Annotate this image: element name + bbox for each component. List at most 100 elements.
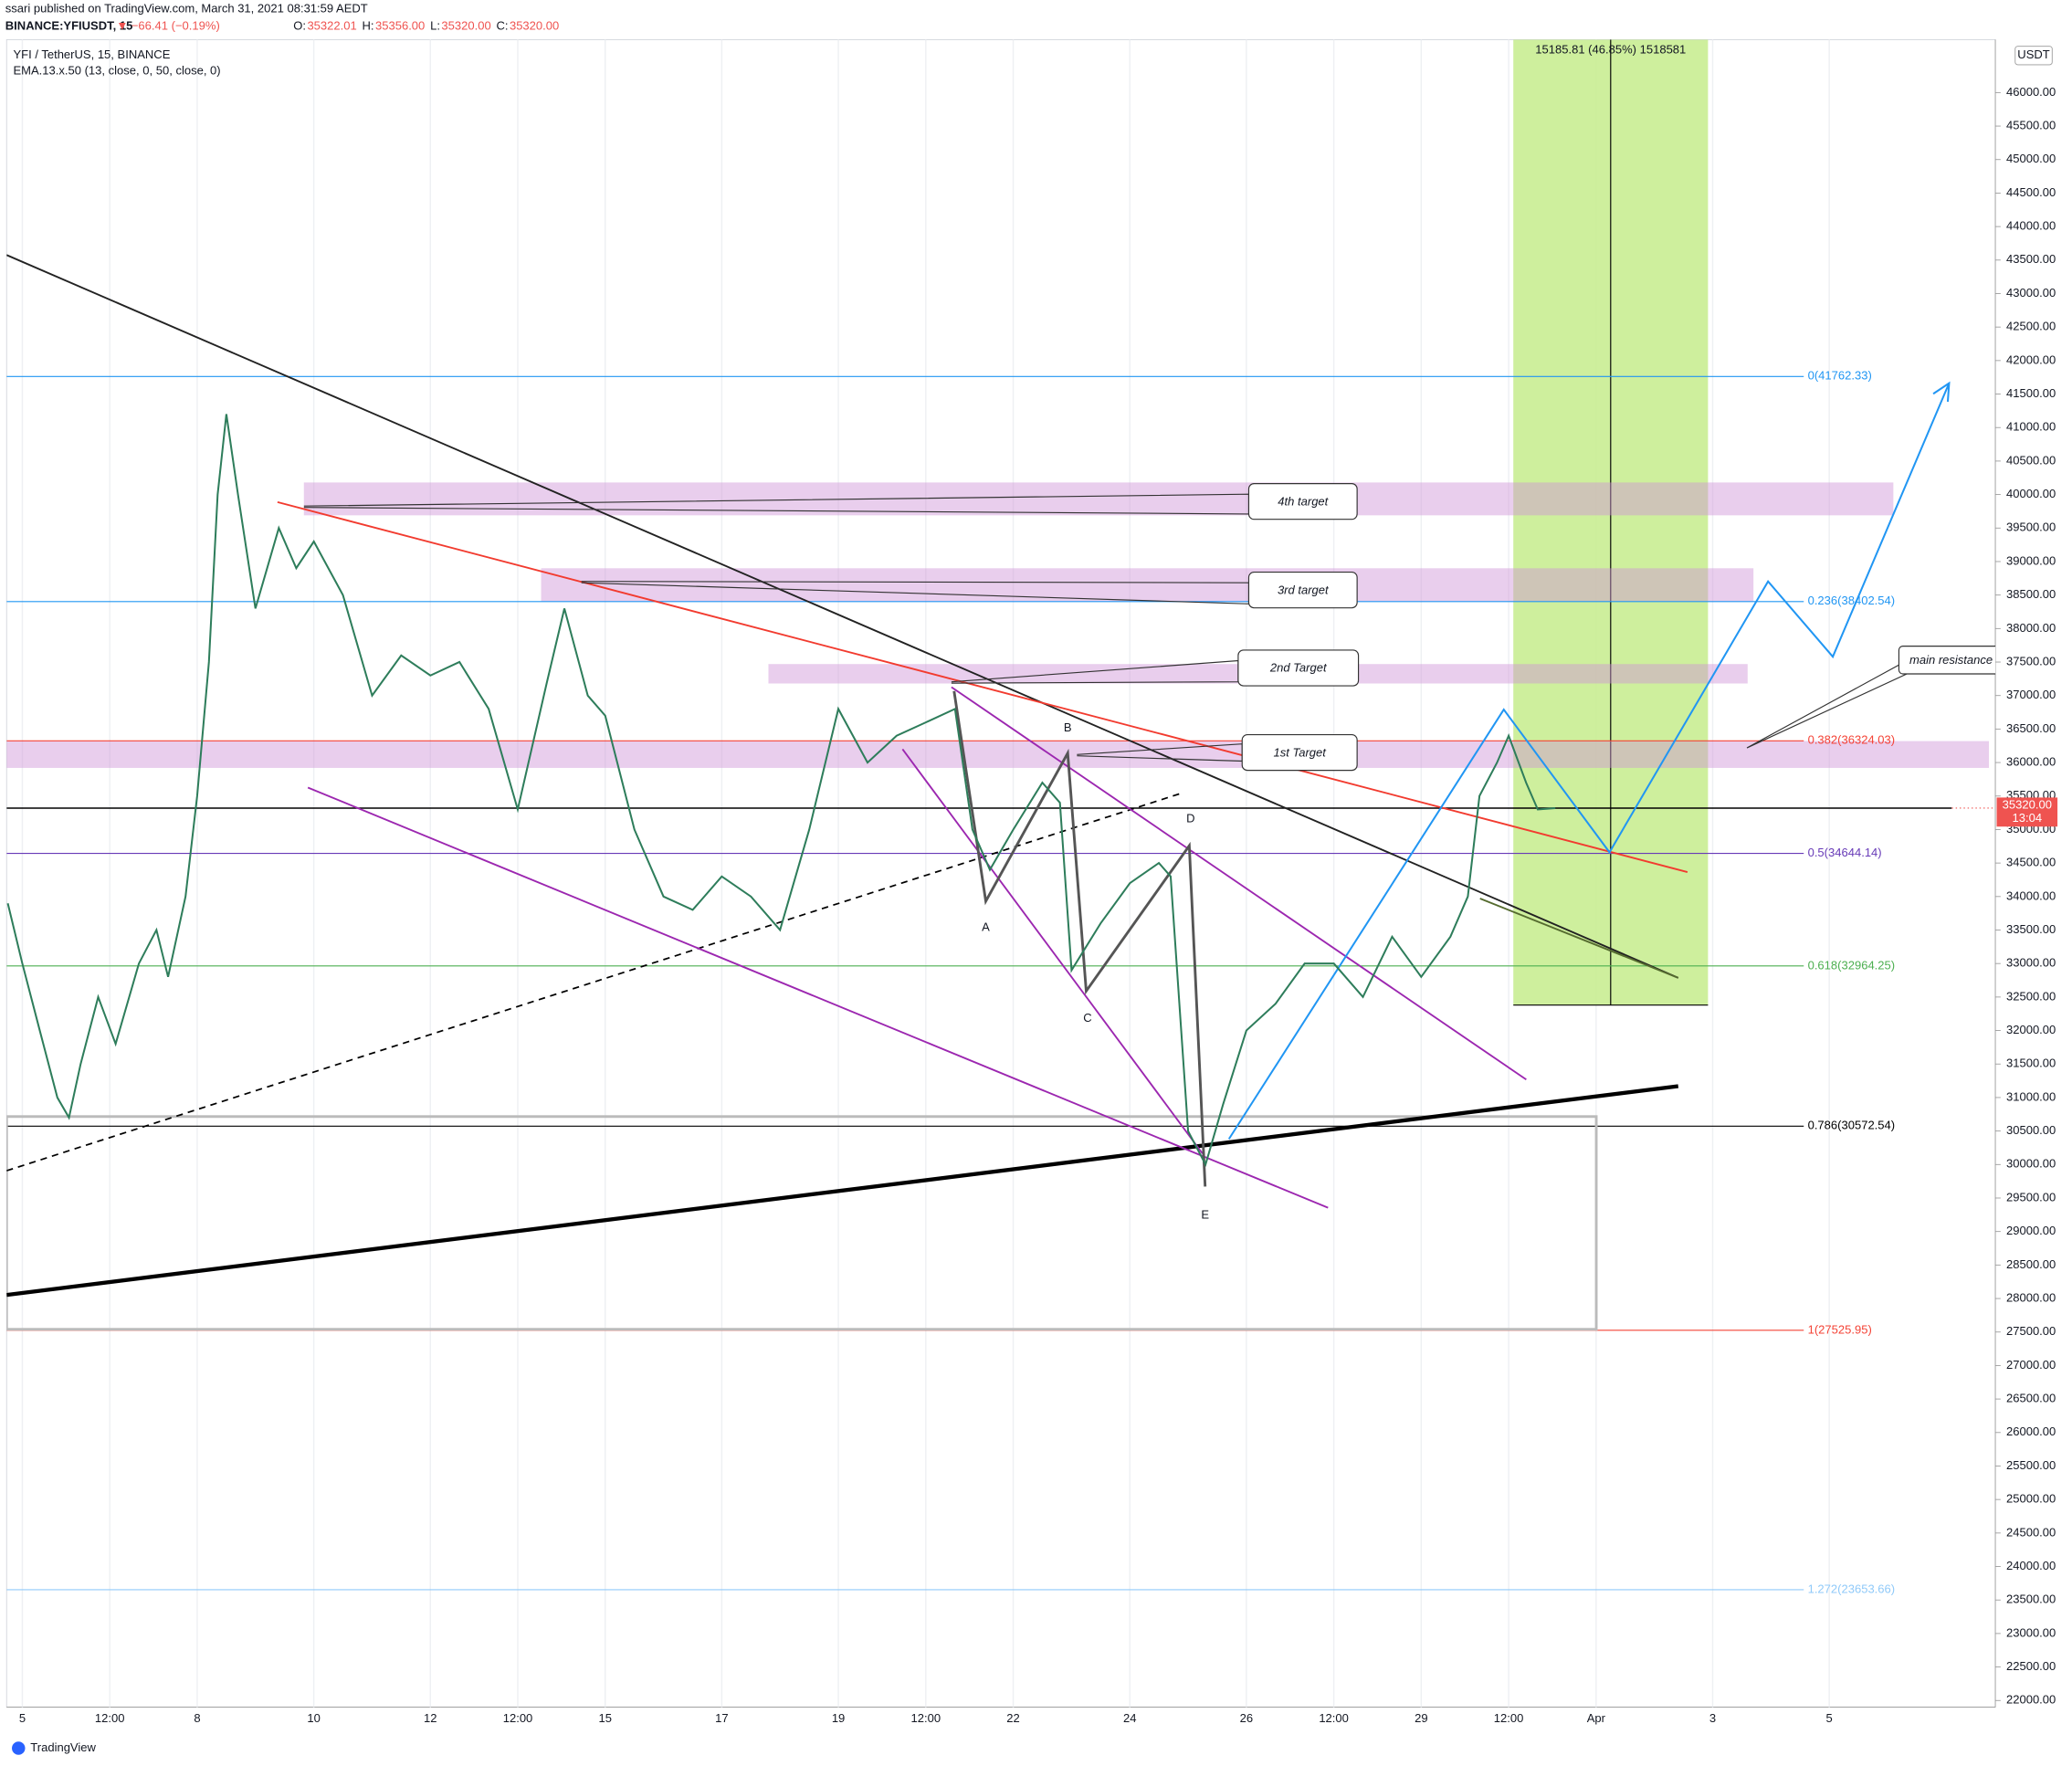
y-tick-label: 34500.00 [2006,856,2056,869]
ohlc-key: C: [496,18,508,32]
channel-line [901,748,1204,1154]
drawings: main resistance [6,254,1996,1331]
publisher: ssari published on TradingView.com, Marc… [5,2,368,16]
wave-label: B [1064,720,1072,734]
x-tick-label: 12:00 [1319,1711,1349,1725]
y-tick-label: 27000.00 [2006,1358,2056,1372]
ohlc-key: H: [363,18,374,32]
wave-label: A [982,920,990,933]
x-tick-label: 5 [19,1711,26,1725]
wave-label: C [1083,1011,1091,1025]
y-tick-label: 25000.00 [2006,1492,2056,1506]
x-tick-label: 8 [194,1711,200,1725]
callout-label: 4th target [1278,494,1329,508]
y-tick-label: 32500.00 [2006,989,2056,1003]
projection-arrow [1932,381,1951,402]
callout-box [1247,483,1358,520]
x-tick-label: 22 [1006,1711,1019,1725]
callout-box [1247,571,1358,609]
ohlc-value: 35320.00 [510,18,559,32]
y-tick-label: 41000.00 [2006,420,2056,434]
footer: TradingView [30,1740,96,1754]
channel-line [307,786,1329,1209]
y-tick-label: 42500.00 [2006,320,2056,333]
x-tick-label: 24 [1123,1711,1136,1725]
unit: USDT [2017,47,2049,61]
y-tick-label: 36000.00 [2006,755,2056,769]
y-tick-label: 32000.00 [2006,1023,2056,1036]
callout-label: 1st Target [1273,745,1327,759]
x-tick-label: 12:00 [95,1711,125,1725]
callout-label: 3rd target [1278,583,1330,596]
range-box [6,1115,1598,1331]
channel-line [951,686,1527,1081]
y-tick-label: 39500.00 [2006,520,2056,534]
x-tick-label: 10 [307,1711,320,1725]
y-tick-label: 45500.00 [2006,118,2056,131]
y-tick-label: 28000.00 [2006,1290,2056,1304]
chart-title: YFI / TetherUS, 15, BINANCE [13,47,170,61]
y-tick-label: 30500.00 [2006,1123,2056,1137]
y-tick-label: 33000.00 [2006,956,2056,970]
y-tick-label: 28500.00 [2006,1257,2056,1271]
fib-label: 0(41762.33) [1808,369,1872,383]
y-tick-label: 40500.00 [2006,453,2056,467]
x-tick-label: 12:00 [911,1711,941,1725]
y-tick-label: 25500.00 [2006,1458,2056,1472]
target-zone [6,741,1990,768]
y-tick-label: 46000.00 [2006,85,2056,99]
wave-label: D [1186,812,1194,825]
unit-box [2014,46,2053,66]
y-tick-label: 30000.00 [2006,1157,2056,1171]
change: ▼ −66.41 (−0.19%) [116,18,219,32]
x-tick-label: 12:00 [503,1711,533,1725]
trendline [6,1084,1679,1298]
y-tick-label: 24500.00 [2006,1525,2056,1539]
y-tick-label: 24000.00 [2006,1559,2056,1572]
callout-box [1898,646,1996,675]
x-tick-label: 12:00 [1494,1711,1524,1725]
y-tick-label: 39000.00 [2006,553,2056,567]
x-tick-label: 19 [832,1711,845,1725]
y-tick-label: 43000.00 [2006,286,2056,300]
ohlc-value: 35320.00 [441,18,490,32]
x-tick-label: 3 [1709,1711,1716,1725]
trendline [277,500,1688,873]
fib-label: 0.236(38402.54) [1808,594,1896,607]
ohlc: O: 35322.01 H: 35356.00 L: 35320.00 C: 35320.00 [293,18,559,32]
note-label: main resistance [1909,653,1993,667]
ohlc-value: 35356.00 [375,18,425,32]
y-tick-label: 23000.00 [2006,1625,2056,1639]
y-tick-label: 43500.00 [2006,252,2056,266]
y-tick-label: 40000.00 [2006,487,2056,500]
logo [12,1741,26,1755]
y-tick-label: 29500.00 [2006,1190,2056,1204]
x-tick-label: 5 [1826,1711,1833,1725]
y-tick-label: 36500.00 [2006,721,2056,735]
callout-box [1237,649,1360,687]
y-tick-label: 33500.00 [2006,922,2056,936]
fib-label: 0.786(30572.54) [1808,1119,1896,1132]
y-tick-label: 44500.00 [2006,185,2056,199]
last-price-tag [1996,797,2058,827]
wave-label: E [1201,1208,1209,1222]
y-tick-label: 26500.00 [2006,1392,2056,1405]
projection-path [1227,383,1951,1140]
x-tick-label: Apr [1587,1711,1606,1725]
y-tick-label: 38500.00 [2006,587,2056,601]
y-tick-label: 45000.00 [2006,152,2056,165]
callout-box [1241,733,1358,772]
y-tick-label: 26000.00 [2006,1424,2056,1438]
wave-pattern [952,690,1207,1187]
x-tick-label: 12 [424,1711,436,1725]
ohlc-key: L: [430,18,440,32]
last-price-label: 35320.00 [2003,798,2052,812]
y-tick-label: 37500.00 [2006,654,2056,668]
chart-subtitle: EMA.13.x.50 (13, close, 0, 50, close, 0) [13,64,220,78]
callout-label: 2nd Target [1269,661,1328,675]
y-tick-label: 31000.00 [2006,1089,2056,1103]
y-tick-label: 27500.00 [2006,1324,2056,1338]
measure-label: 15185.81 (46.85%) 1518581 [1535,42,1686,56]
